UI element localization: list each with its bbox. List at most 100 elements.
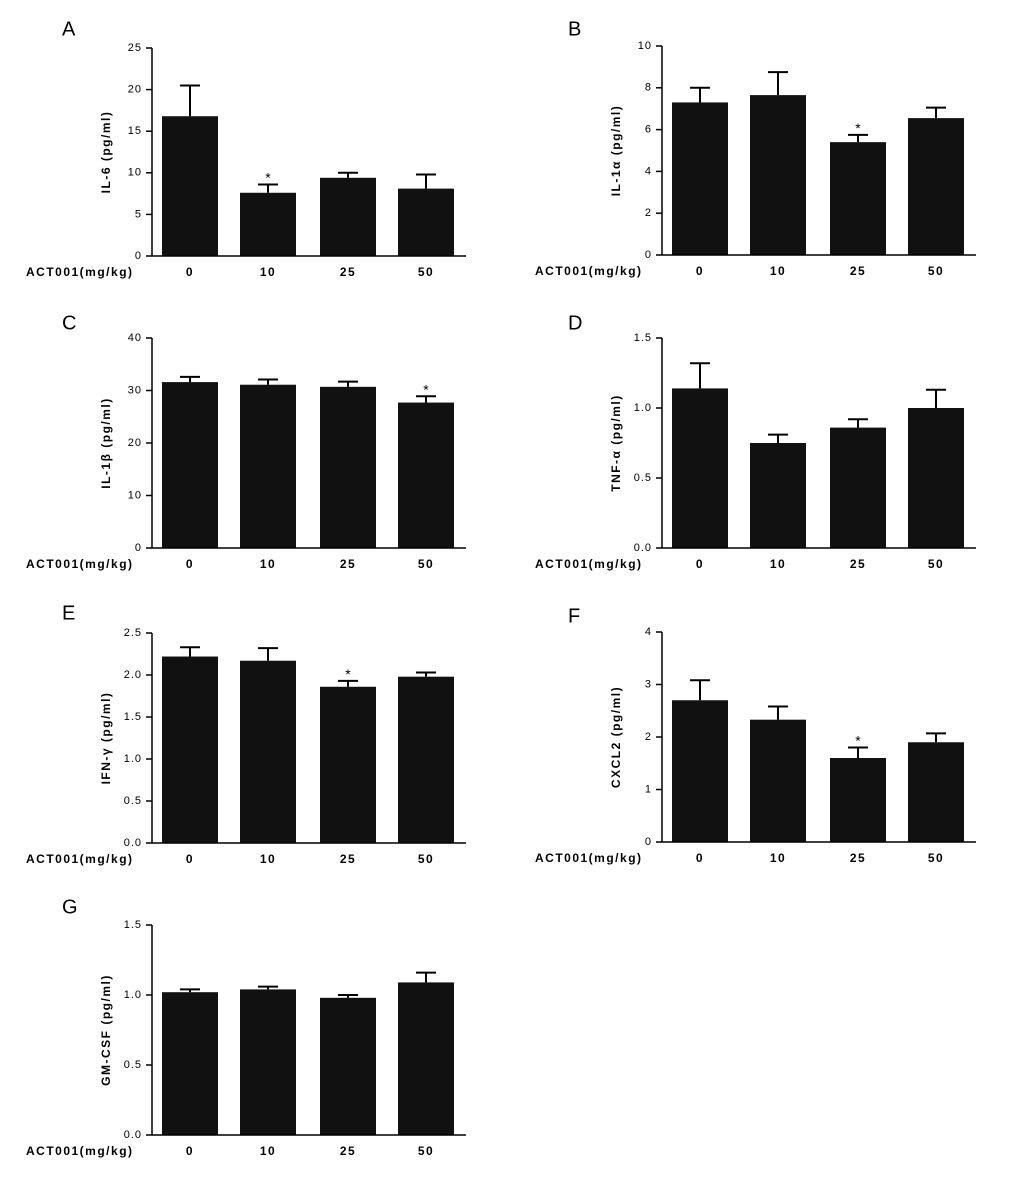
panel-b-y-axis-title: IL-1α (pg/ml) <box>609 105 623 197</box>
panel-d-y-tick-label-3: 1.5 <box>634 332 652 344</box>
panel-d-y-tick-label-2: 1.0 <box>634 402 652 414</box>
panel-g-bar-10 <box>240 989 296 1135</box>
panel-b-category-label-25: 25 <box>850 264 866 278</box>
panel-b-y-tick-label-5: 10 <box>638 40 652 52</box>
panel-f-y-tick-label-3: 3 <box>645 678 652 690</box>
panel-d-bar-25 <box>830 427 886 548</box>
panel-a-significance-10: * <box>265 169 271 185</box>
panel-f-bar-50 <box>908 742 964 842</box>
panel-f-y-axis-title: CXCL2 (pg/ml) <box>609 686 623 788</box>
panel-c-letter: C <box>62 312 76 334</box>
panel-e-y-tick-label-1: 0.5 <box>124 795 142 807</box>
panel-a-y-tick-label-3: 15 <box>128 125 142 137</box>
panel-f-letter: F <box>568 605 580 627</box>
panel-b-bar-25 <box>830 142 886 255</box>
panel-b-y-tick-label-3: 6 <box>645 124 652 136</box>
panel-g-category-label-25: 25 <box>340 1144 356 1158</box>
panel-a-y-axis-title: IL-6 (pg/ml) <box>99 111 113 194</box>
panel-c-y-axis-title: IL-1β (pg/ml) <box>99 397 113 488</box>
panel-c-bar-25 <box>320 386 376 548</box>
panel-a-category-label-50: 50 <box>418 265 434 279</box>
panel-a-y-tick-label-4: 20 <box>128 84 142 96</box>
panel-g-category-label-10: 10 <box>260 1144 276 1158</box>
panel-d-y-axis-title: TNF-α (pg/ml) <box>609 394 623 492</box>
panel-g-category-label-0: 0 <box>186 1144 194 1158</box>
panel-e-y-tick-label-4: 2.0 <box>124 669 142 681</box>
panel-c-y-tick-label-3: 30 <box>128 384 142 396</box>
panel-e-bar-0 <box>162 656 218 843</box>
panel-e-y-tick-label-3: 1.5 <box>124 711 142 723</box>
panel-a-bar-10 <box>240 192 296 256</box>
panel-b-y-tick-label-4: 8 <box>645 82 652 94</box>
panel-b-category-label-50: 50 <box>928 264 944 278</box>
panel-c-significance-50: * <box>423 381 429 397</box>
panel-d-bar-50 <box>908 408 964 548</box>
panel-a-y-tick-label-0: 0 <box>135 250 142 262</box>
panel-f-y-tick-label-4: 4 <box>645 626 652 638</box>
panel-d-bar-10 <box>750 443 806 548</box>
panel-a-bar-0 <box>162 116 218 256</box>
panel-e-letter: E <box>62 602 75 624</box>
panel-b-letter: B <box>568 18 581 40</box>
panel-c-y-tick-label-1: 10 <box>128 489 142 501</box>
panel-a-bar-25 <box>320 177 376 256</box>
panel-g-bar-50 <box>398 982 454 1135</box>
panel-e-category-label-10: 10 <box>260 852 276 866</box>
panel-g-y-tick-label-3: 1.5 <box>124 919 142 931</box>
panel-g-bar-25 <box>320 997 376 1135</box>
panel-a-category-label-0: 0 <box>186 265 194 279</box>
panel-c-y-tick-label-4: 40 <box>128 332 142 344</box>
panel-a-y-tick-label-1: 5 <box>135 208 142 220</box>
panel-e-category-label-0: 0 <box>186 852 194 866</box>
panel-f-category-label-0: 0 <box>696 851 704 865</box>
panel-f-category-label-25: 25 <box>850 851 866 865</box>
panel-e-bar-50 <box>398 676 454 843</box>
panel-e-y-tick-label-5: 2.5 <box>124 627 142 639</box>
panel-f-y-tick-label-0: 0 <box>645 836 652 848</box>
panel-c-category-label-25: 25 <box>340 557 356 571</box>
panel-b-y-tick-label-1: 2 <box>645 207 652 219</box>
panel-d-category-label-0: 0 <box>696 557 704 571</box>
panel-a-y-tick-label-5: 25 <box>128 42 142 54</box>
panel-b-bar-50 <box>908 118 964 255</box>
panel-e-x-axis-title: ACT001(mg/kg) <box>26 852 134 866</box>
panel-d-y-tick-label-1: 0.5 <box>634 472 652 484</box>
panel-b-bar-0 <box>672 102 728 256</box>
panel-d-bar-0 <box>672 388 728 548</box>
panel-f-category-label-10: 10 <box>770 851 786 865</box>
panel-b-x-axis-title: ACT001(mg/kg) <box>535 264 643 278</box>
panel-e-bar-25 <box>320 686 376 843</box>
panel-f-bar-25 <box>830 758 886 842</box>
panel-a-letter: A <box>62 18 76 40</box>
panel-c-bar-50 <box>398 402 454 548</box>
panel-g-y-axis-title: GM-CSF (pg/ml) <box>99 974 113 1086</box>
panel-e-significance-25: * <box>345 666 351 682</box>
panel-b-y-tick-label-0: 0 <box>645 249 652 261</box>
panel-d-category-label-10: 10 <box>770 557 786 571</box>
panel-b-significance-25: * <box>855 120 861 136</box>
panel-a-bar-50 <box>398 188 454 256</box>
panel-b-category-label-10: 10 <box>770 264 786 278</box>
panel-f-y-tick-label-2: 2 <box>645 731 652 743</box>
panel-c-bar-0 <box>162 382 218 548</box>
panel-g-y-tick-label-1: 0.5 <box>124 1059 142 1071</box>
panel-d-category-label-25: 25 <box>850 557 866 571</box>
panel-a-x-axis-title: ACT001(mg/kg) <box>26 265 134 279</box>
panel-g-letter: G <box>62 896 78 918</box>
panel-c-bar-10 <box>240 384 296 548</box>
panel-c-y-tick-label-2: 20 <box>128 437 142 449</box>
panel-b-category-label-0: 0 <box>696 264 704 278</box>
panel-c-x-axis-title: ACT001(mg/kg) <box>26 557 134 571</box>
panel-f-y-tick-label-1: 1 <box>645 783 652 795</box>
panel-a-category-label-25: 25 <box>340 265 356 279</box>
panel-d-y-tick-label-0: 0.0 <box>634 542 652 554</box>
panel-f-category-label-50: 50 <box>928 851 944 865</box>
panel-f-bar-10 <box>750 719 806 842</box>
panel-e-category-label-25: 25 <box>340 852 356 866</box>
panel-a-category-label-10: 10 <box>260 265 276 279</box>
panel-e-y-tick-label-0: 0.0 <box>124 837 142 849</box>
panel-d-letter: D <box>568 312 582 334</box>
panel-g-y-tick-label-0: 0.0 <box>124 1129 142 1141</box>
panel-c-category-label-50: 50 <box>418 557 434 571</box>
